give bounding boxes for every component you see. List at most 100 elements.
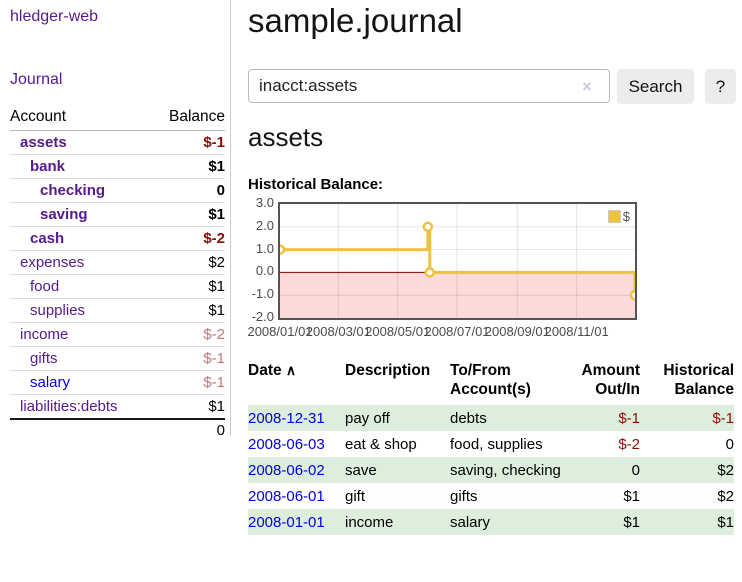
transaction-amount: $1 <box>570 509 640 535</box>
account-link-salary[interactable]: salary <box>30 374 71 391</box>
y-axis-tick-label: -1.0 <box>251 286 274 302</box>
account-link-bank[interactable]: bank <box>30 158 66 175</box>
register-col-tofrom: To/From Account(s) <box>450 362 531 398</box>
account-balance: $-2 <box>151 226 225 251</box>
transaction-description: pay off <box>345 405 450 431</box>
account-link-assets[interactable]: assets <box>20 134 67 151</box>
account-link-checking[interactable]: checking <box>40 182 106 199</box>
accounts-total-row: 0 <box>10 418 225 442</box>
sidebar-item-journal[interactable]: Journal <box>10 71 63 88</box>
account-row: food $1 <box>10 274 225 299</box>
register-col-amount: Amount Out/In <box>581 362 640 398</box>
register-row: 2008-12-31 pay off debts $-1 $-1 <box>248 405 734 431</box>
x-axis-tick-label: 2008/09/01 <box>484 324 550 339</box>
account-link-liabilities-debts[interactable]: liabilities:debts <box>20 398 118 415</box>
transaction-description: save <box>345 457 450 483</box>
transaction-amount: 0 <box>570 457 640 483</box>
app-title-link[interactable]: hledger-web <box>10 8 99 25</box>
transaction-balance: 0 <box>725 436 734 453</box>
register-row: 2008-01-01 income salary $1 $1 <box>248 509 734 535</box>
account-row: cash $-2 <box>10 226 225 251</box>
account-balance: $-1 <box>151 370 225 395</box>
transaction-accounts: saving, checking <box>450 457 570 483</box>
transaction-amount: $1 <box>623 488 640 505</box>
chart-canvas <box>280 204 635 318</box>
historical-balance-chart: $ 3.0 2.0 1.0 0.0 -1.0 -2.0 2008/01/01 2008/03… <box>247 196 668 345</box>
account-balance: $1 <box>151 154 225 179</box>
account-link-cash[interactable]: cash <box>30 230 65 247</box>
account-link-gifts[interactable]: gifts <box>30 350 58 367</box>
account-link-income[interactable]: income <box>20 326 69 343</box>
transaction-balance: $2 <box>717 488 734 505</box>
legend-swatch-icon <box>607 210 621 223</box>
account-row: assets $-1 <box>10 130 225 155</box>
y-axis-tick-label: 0.0 <box>255 263 274 279</box>
register-row: 2008-06-02 save saving, checking 0 $2 <box>248 457 734 483</box>
account-row: checking 0 <box>10 178 225 203</box>
x-axis-tick-label: 2008/05/01 <box>365 324 431 339</box>
account-balance: $1 <box>208 398 225 415</box>
account-balance: $1 <box>151 298 225 323</box>
clear-search-icon[interactable]: × <box>582 77 592 96</box>
register-table: Date ∧ Description To/From Account(s) Am… <box>248 359 734 535</box>
chart-legend: $ <box>607 209 630 224</box>
account-balance: $1 <box>151 202 225 227</box>
y-axis-tick-label: 3.0 <box>255 195 274 210</box>
account-link-expenses[interactable]: expenses <box>20 254 85 271</box>
account-balance: 0 <box>151 178 225 203</box>
legend-label: $ <box>622 209 630 224</box>
balance-col-header: Balance <box>151 106 225 131</box>
transaction-date-link[interactable]: 2008-06-02 <box>248 462 325 479</box>
register-row: 2008-06-03 eat & shop food, supplies $-2 0 <box>248 431 734 457</box>
x-axis-tick-label: 2008/03/01 <box>305 324 371 339</box>
transaction-date-link[interactable]: 2008-12-31 <box>248 410 325 427</box>
y-axis-tick-label: 2.0 <box>255 217 274 233</box>
transaction-date-link[interactable]: 2008-06-01 <box>248 488 325 505</box>
help-button[interactable]: ? <box>705 69 736 104</box>
account-balance: $-2 <box>151 322 225 347</box>
account-row: expenses $2 <box>10 250 225 275</box>
page-title: sample.journal <box>248 2 463 39</box>
transaction-accounts: debts <box>450 405 570 431</box>
sort-asc-icon: ∧ <box>285 362 297 378</box>
account-link-supplies[interactable]: supplies <box>30 302 86 319</box>
transaction-accounts: gifts <box>450 488 478 505</box>
main-content: sample.journal × Search ? assets Histori… <box>247 0 738 582</box>
account-link-food[interactable]: food <box>30 278 60 295</box>
chart-plot-area: $ <box>278 202 637 320</box>
accounts-total-value: 0 <box>151 418 225 442</box>
account-row: income $-2 <box>10 322 225 347</box>
search-input[interactable] <box>248 69 610 103</box>
register-col-date[interactable]: Date ∧ <box>248 362 297 379</box>
transaction-description: income <box>345 509 450 535</box>
account-row: saving $1 <box>10 202 225 227</box>
transaction-accounts: salary <box>450 509 570 535</box>
x-axis-tick-label: 2008/07/01 <box>424 324 490 339</box>
register-col-description: Description <box>345 362 431 379</box>
account-row: salary $-1 <box>10 370 225 395</box>
account-heading: assets <box>248 122 324 152</box>
transaction-amount: $-1 <box>570 405 640 431</box>
account-balance: $1 <box>151 274 225 299</box>
transaction-date-link[interactable]: 2008-01-01 <box>248 514 325 531</box>
transaction-date-link[interactable]: 2008-06-03 <box>248 436 325 453</box>
chart-title: Historical Balance: <box>248 176 384 193</box>
account-balance: $2 <box>151 250 225 275</box>
account-balance: $-1 <box>151 346 225 371</box>
search-button[interactable]: Search <box>617 69 694 104</box>
account-link-saving[interactable]: saving <box>40 206 88 223</box>
x-axis-tick-label: 2008/11/01 <box>544 324 609 339</box>
transaction-balance: $2 <box>640 457 734 483</box>
account-row: gifts $-1 <box>10 346 225 371</box>
transaction-description: gift <box>345 488 366 505</box>
register-col-balance: Historical Balance <box>663 362 734 398</box>
account-row: supplies $1 <box>10 298 225 323</box>
transaction-balance: $-1 <box>640 405 734 431</box>
transaction-accounts: food, supplies <box>450 436 543 453</box>
transaction-amount: $-2 <box>618 436 640 453</box>
register-row: 2008-06-01 gift gifts $1 $2 <box>248 483 734 509</box>
transaction-description: eat & shop <box>345 436 417 453</box>
accounts-table: Account Balance assets $-1 bank $1 checking 0… <box>10 106 225 442</box>
transaction-balance: $1 <box>640 509 734 535</box>
